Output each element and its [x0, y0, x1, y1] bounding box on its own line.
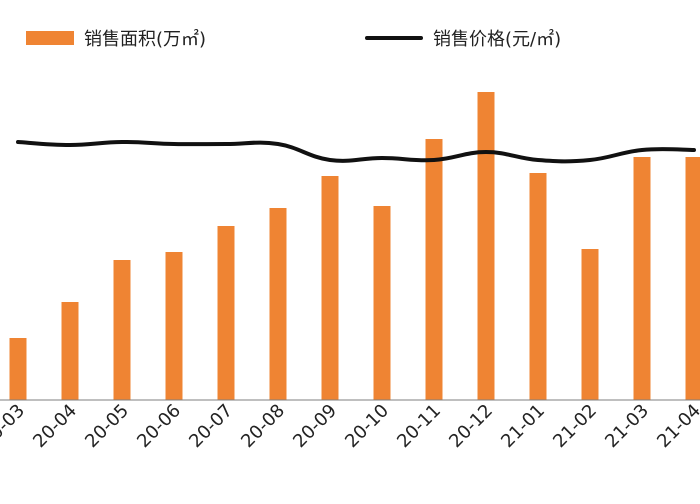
bar-21-03: [634, 157, 651, 400]
x-tick-label: 21-03: [601, 400, 653, 452]
bar-20-07: [218, 226, 235, 400]
bar-20-08: [270, 208, 287, 400]
bar-20-12: [478, 92, 495, 400]
legend-label-line: 销售价格(元/㎡): [433, 25, 561, 51]
bar-20-03: [10, 338, 27, 400]
legend: 销售面积(万㎡) 销售价格(元/㎡): [0, 22, 700, 54]
x-tick-label: 20-08: [237, 400, 289, 452]
legend-line-swatch: [365, 36, 423, 40]
x-tick-label: 20-05: [81, 400, 133, 452]
price-line: [18, 142, 694, 161]
bars-layer: [10, 92, 700, 400]
bar-20-10: [374, 206, 391, 400]
bar-21-02: [582, 249, 599, 400]
x-tick-label: 20-11: [393, 400, 445, 452]
x-tick-label: 20-03: [0, 400, 29, 452]
x-tick-label: 21-01: [497, 400, 549, 452]
x-tick-label: 21-04: [653, 400, 700, 452]
x-tick-label: 20-04: [29, 400, 81, 452]
legend-bar-swatch: [26, 31, 74, 45]
bar-21-04: [686, 157, 700, 400]
legend-item-line: 销售价格(元/㎡): [365, 22, 561, 54]
x-tick-label: 20-10: [341, 400, 393, 452]
legend-item-bar: 销售面积(万㎡): [26, 22, 206, 54]
bar-20-06: [166, 252, 183, 400]
bar-20-04: [62, 302, 79, 400]
bar-21-01: [530, 173, 547, 400]
bar-20-11: [426, 139, 443, 400]
x-tick-label: 20-12: [445, 400, 497, 452]
bar-20-05: [114, 260, 131, 400]
x-tick-label: 20-09: [289, 400, 341, 452]
x-tick-label: 21-02: [549, 400, 601, 452]
legend-label-bar: 销售面积(万㎡): [84, 25, 206, 51]
x-tick-label: 20-07: [185, 400, 237, 452]
bar-20-09: [322, 176, 339, 400]
line-layer: [18, 142, 694, 161]
x-tick-label: 20-06: [133, 400, 185, 452]
